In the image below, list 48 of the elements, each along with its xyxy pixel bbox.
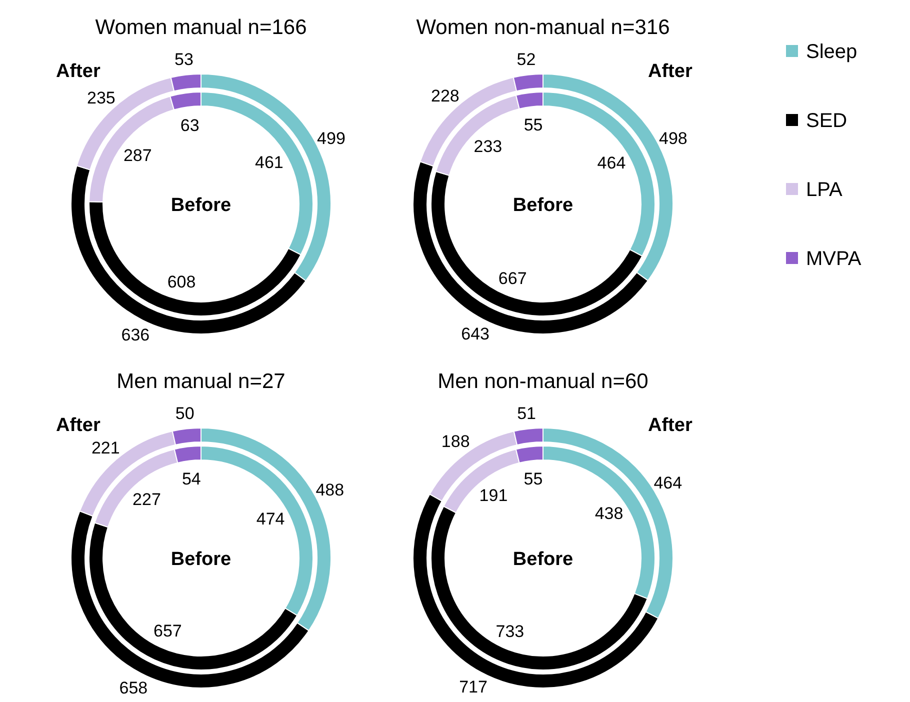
data-label: 235 bbox=[86, 88, 116, 108]
data-label: 53 bbox=[174, 50, 194, 69]
slice-label: Before bbox=[512, 195, 574, 216]
data-label: 498 bbox=[658, 128, 688, 148]
legend-label: Sleep bbox=[806, 41, 858, 63]
slice-label: After bbox=[648, 61, 693, 82]
slice-label: Before bbox=[512, 549, 574, 570]
slice-label: After bbox=[56, 415, 101, 436]
chart-title: Men non-manual n=60 bbox=[438, 370, 648, 393]
data-label: 608 bbox=[167, 272, 196, 292]
data-label: 188 bbox=[441, 432, 470, 452]
data-label: 287 bbox=[123, 146, 152, 166]
legend-label: SED bbox=[806, 110, 848, 132]
chart-title: Men manual n=27 bbox=[116, 370, 286, 393]
data-label: 461 bbox=[255, 153, 284, 172]
data-label: 488 bbox=[316, 480, 344, 500]
data-label: 717 bbox=[459, 677, 488, 696]
data-label: 464 bbox=[654, 473, 682, 492]
data-label: 657 bbox=[154, 622, 182, 641]
data-label: 643 bbox=[461, 324, 490, 344]
data-label: 191 bbox=[479, 486, 508, 506]
legend-label: MVPA bbox=[806, 248, 862, 270]
slice-label: Before bbox=[170, 195, 232, 216]
data-label: 464 bbox=[597, 154, 626, 173]
data-label: 233 bbox=[474, 136, 502, 156]
data-label: 50 bbox=[175, 404, 194, 423]
data-label: 499 bbox=[317, 128, 346, 148]
slice-label: After bbox=[56, 61, 101, 82]
slice-label: Before bbox=[170, 549, 232, 570]
data-label: 438 bbox=[594, 504, 624, 523]
data-label: 54 bbox=[182, 470, 201, 489]
data-label: 667 bbox=[498, 269, 527, 288]
slice-label: After bbox=[648, 415, 693, 436]
data-label: 52 bbox=[516, 50, 536, 69]
data-label: 228 bbox=[431, 86, 460, 106]
data-label: 474 bbox=[256, 510, 285, 529]
data-label: 55 bbox=[524, 470, 543, 489]
data-label: 51 bbox=[517, 404, 536, 423]
data-label: 221 bbox=[91, 438, 120, 458]
data-label: 227 bbox=[132, 490, 161, 510]
chart-title: Women manual n=166 bbox=[95, 16, 307, 39]
legend-label: LPA bbox=[806, 179, 843, 201]
data-label: 733 bbox=[496, 622, 524, 641]
data-label: 636 bbox=[121, 325, 150, 344]
chart-title: Women non-manual n=316 bbox=[416, 16, 670, 39]
data-label: 63 bbox=[180, 116, 200, 135]
data-label: 658 bbox=[119, 678, 148, 698]
data-label: 55 bbox=[524, 116, 543, 135]
